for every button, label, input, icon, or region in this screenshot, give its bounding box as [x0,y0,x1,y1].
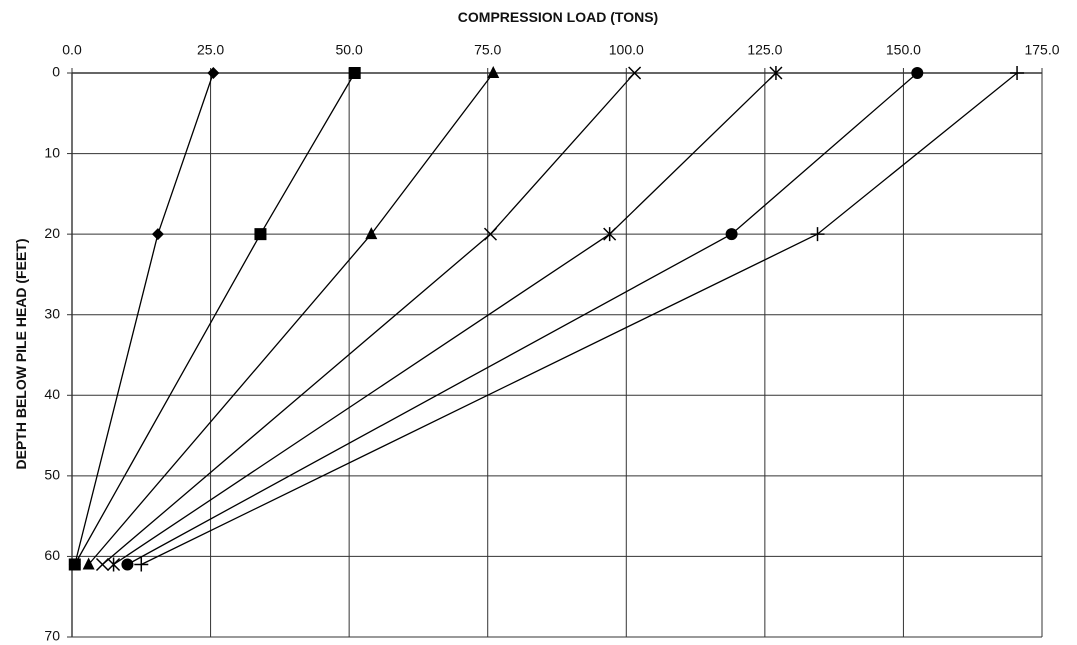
data-point-triangle [82,557,95,570]
y-tick-label: 0 [52,64,60,80]
series-plus [134,66,1025,572]
series-layer [68,66,1025,572]
grid [67,68,1043,638]
y-tick-label: 60 [44,547,60,563]
y-tick-label: 10 [44,144,60,160]
data-point-asterisk [769,66,783,80]
series-diamond [68,67,220,571]
data-point-asterisk [603,227,617,242]
series-line [102,72,636,565]
data-point-plus [810,227,825,242]
data-point-x [95,557,110,572]
series-line [141,72,1018,566]
series-line [74,72,356,565]
data-point-circle [121,558,134,571]
data-point-square [254,228,267,241]
data-point-circle [725,228,738,241]
y-axis-title: DEPTH BELOW PILE HEAD (FEET) [13,239,29,470]
series-circle [121,67,924,571]
x-tick-label: 100.0 [609,42,644,58]
data-point-square [68,558,81,571]
y-tick-label: 30 [44,305,60,321]
y-tick-label: 70 [44,628,60,644]
series-x [95,66,642,572]
x-tick-label: 75.0 [474,42,501,58]
series-line [127,72,918,566]
data-point-plus [1010,66,1025,80]
tick-labels: 0.0 25.0 50.0 75.0 100.0 125.0 150.0 175.0 0 10 20… [44,42,1059,644]
x-axis-title: COMPRESSION LOAD (TONS) [458,9,658,25]
x-tick-label: 150.0 [886,42,921,58]
y-tick-label: 50 [44,467,60,483]
series-square [68,67,361,571]
series-triangle [82,66,500,570]
x-tick-label: 0.0 [62,42,82,58]
data-point-circle [911,67,924,79]
data-point-triangle [365,227,378,240]
data-point-diamond [207,67,220,79]
x-tick-label: 50.0 [336,42,363,58]
x-tick-label: 175.0 [1024,42,1059,58]
data-point-x [628,66,642,80]
data-point-diamond [151,228,164,241]
data-point-triangle [487,66,500,78]
x-tick-label: 125.0 [747,42,782,58]
data-point-square [348,67,361,79]
x-tick-label: 25.0 [197,42,224,58]
series-line [74,72,214,565]
y-tick-label: 40 [44,386,60,402]
data-point-plus [134,557,149,572]
y-tick-label: 20 [44,225,60,241]
data-point-asterisk [107,557,121,572]
series-asterisk [107,66,783,572]
data-point-x [483,227,498,241]
